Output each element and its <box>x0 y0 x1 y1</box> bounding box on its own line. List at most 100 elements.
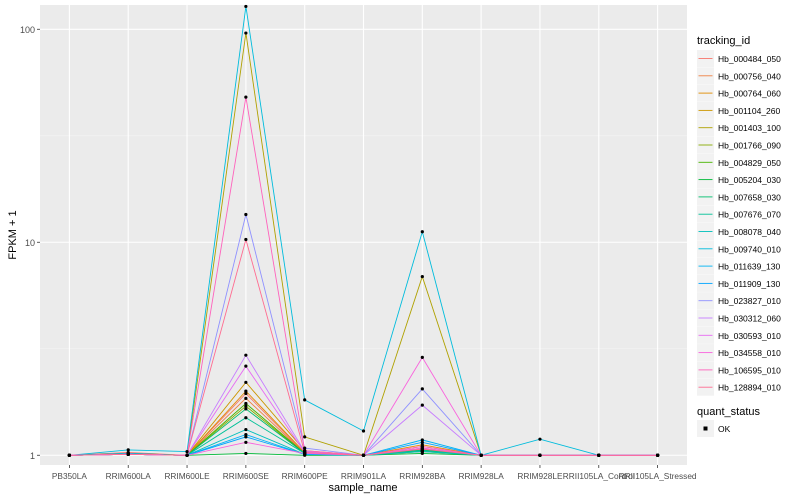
data-point <box>420 444 424 449</box>
data-point <box>303 450 307 455</box>
x-tick-label: RRIM901LA <box>341 471 387 481</box>
data-point <box>303 435 307 439</box>
legend-item-hb-128894-010: Hb_128894_010 <box>697 378 781 396</box>
legend-item-hb-001403-100: Hb_001403_100 <box>697 119 781 137</box>
x-tick-label: RRIM928LE <box>517 471 563 481</box>
legend-label: Hb_001766_090 <box>718 141 781 151</box>
data-point <box>244 401 248 406</box>
data-point <box>185 450 189 454</box>
data-point <box>244 389 248 393</box>
legend-item-hb-034558-010: Hb_034558_010 <box>697 344 781 362</box>
legend2-label: OK <box>718 424 731 434</box>
legend-label: Hb_000764_060 <box>718 89 781 99</box>
legend-label: Hb_007676_070 <box>718 210 781 220</box>
legend-label: Hb_011639_130 <box>718 262 781 272</box>
legend-label: Hb_009740_010 <box>718 244 781 254</box>
legend-item-hb-007658-030: Hb_007658_030 <box>697 188 781 206</box>
data-point <box>420 387 424 391</box>
data-point <box>303 398 307 402</box>
data-point <box>420 440 424 444</box>
data-point <box>538 437 542 441</box>
x-axis-title: sample_name <box>328 482 397 494</box>
legend-label: Hb_000756_040 <box>718 71 781 81</box>
data-point <box>244 427 248 432</box>
data-point <box>244 433 248 437</box>
legend-items: Hb_000484_050 Hb_000756_040 Hb_000764_060 H… <box>697 50 781 396</box>
data-point <box>361 453 366 457</box>
data-point <box>420 230 424 234</box>
legend-item-hb-030593-010: Hb_030593_010 <box>697 326 781 344</box>
legend-label: Hb_030312_060 <box>718 314 781 324</box>
y-axis: 1 10 100 <box>20 25 40 461</box>
legend-label: Hb_030593_010 <box>718 331 781 341</box>
data-point <box>244 404 248 408</box>
legend-item-hb-000484-050: Hb_000484_050 <box>697 50 781 67</box>
legend-item-hb-004829-050: Hb_004829_050 <box>697 153 781 171</box>
data-point <box>420 403 424 407</box>
data-point <box>244 451 248 456</box>
data-point <box>244 396 248 400</box>
y-axis-title: FPKM + 1 <box>7 210 19 259</box>
data-point <box>244 95 248 99</box>
data-point <box>244 353 248 357</box>
legend-item-hb-000756-040: Hb_000756_040 <box>697 67 781 85</box>
legend-item-hb-001104-260: Hb_001104_260 <box>697 101 781 119</box>
x-tick-label: RRIM600LE <box>164 471 210 481</box>
x-tick-label: RRIM600LA <box>106 471 152 481</box>
legend-label: Hb_128894_010 <box>718 383 781 393</box>
legend-label: Hb_004829_050 <box>718 158 781 168</box>
data-point <box>244 212 248 217</box>
x-tick-label: RRII105LA_Control <box>563 471 635 481</box>
y-tick-label: 100 <box>20 25 35 35</box>
data-point <box>420 274 424 279</box>
data-point <box>479 453 483 457</box>
legend-label: Hb_007658_030 <box>718 192 781 202</box>
data-point <box>67 453 72 457</box>
data-point <box>420 450 424 454</box>
data-point <box>655 453 660 457</box>
legend-item-hb-011909-130: Hb_011909_130 <box>697 274 781 292</box>
data-point <box>244 440 248 444</box>
legend-item-hb-005204-030: Hb_005204_030 <box>697 171 781 189</box>
data-point <box>420 447 424 451</box>
legend-label: Hb_005204_030 <box>718 175 781 185</box>
legend-label: Hb_001403_100 <box>718 123 781 133</box>
legend2-title: quant_status <box>697 406 760 418</box>
legend-item-hb-007676-070: Hb_007676_070 <box>697 205 781 223</box>
data-point <box>420 355 424 360</box>
legend-label: Hb_008078_040 <box>718 227 781 237</box>
legend-item-hb-009740-010: Hb_009740_010 <box>697 240 781 258</box>
data-point <box>597 453 601 457</box>
data-point <box>244 435 248 439</box>
legend2-key-point <box>703 426 708 431</box>
data-point <box>185 453 189 457</box>
data-point <box>361 429 366 433</box>
data-point <box>244 4 248 9</box>
legend-item-hb-023827-010: Hb_023827_010 <box>697 292 781 310</box>
data-point <box>126 448 130 452</box>
data-point <box>244 380 248 384</box>
data-point <box>244 391 248 396</box>
x-tick-label: RRIM928LA <box>459 471 505 481</box>
legend-label: Hb_034558_010 <box>718 348 781 358</box>
x-tick-label: RRII105LA_Stressed <box>619 471 697 481</box>
legend-label: Hb_023827_010 <box>718 296 781 306</box>
y-tick-label: 1 <box>30 451 35 461</box>
data-point <box>244 416 248 420</box>
data-point <box>244 407 248 411</box>
legend-item-hb-008078-040: Hb_008078_040 <box>697 223 781 240</box>
legend-label: Hb_001104_260 <box>718 106 781 116</box>
legend2-item-ok: OK <box>697 420 731 437</box>
legend-item-hb-106595-010: Hb_106595_010 <box>697 361 781 379</box>
legend-item-hb-030312-060: Hb_030312_060 <box>697 309 781 327</box>
data-point <box>420 438 424 442</box>
data-point <box>244 237 248 242</box>
legend-item-hb-011639-130: Hb_011639_130 <box>697 257 781 275</box>
legend: tracking_id Hb_000484_050Hb_000756_040Hb… <box>697 35 781 396</box>
legend-label: Hb_011909_130 <box>718 279 781 289</box>
data-point <box>244 364 248 368</box>
series-points <box>67 4 660 457</box>
x-tick-label: RRIM600SE <box>223 471 270 481</box>
x-tick-label: RRIM600PE <box>282 471 329 481</box>
legend2-items: OK <box>697 420 731 437</box>
